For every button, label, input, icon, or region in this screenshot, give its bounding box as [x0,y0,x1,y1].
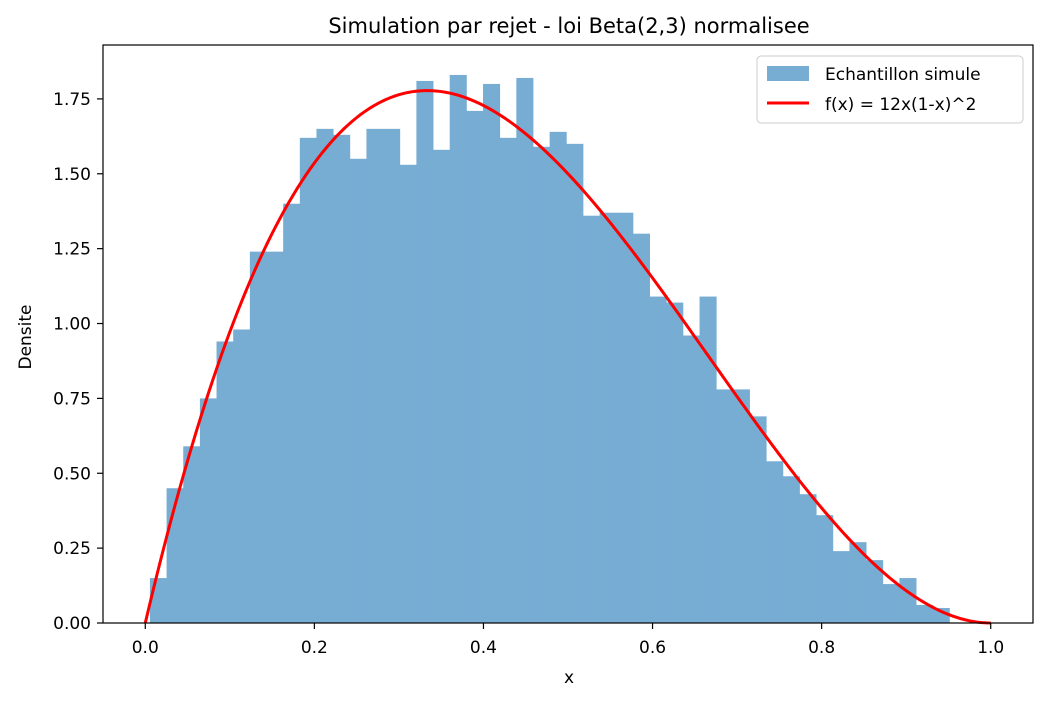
y-tick-label: 1.75 [53,90,91,110]
x-axis-ticks: 0.0 0.2 0.4 0.6 0.8 1.0 [132,623,1004,658]
histogram-bar [383,128,401,623]
histogram-bar [749,416,767,623]
histogram-bar [816,515,834,623]
histogram-bar [499,137,517,624]
histogram-bar [882,584,900,623]
y-axis-ticks: 0.00 0.25 0.50 0.75 1.00 1.25 1.50 1.75 [53,90,103,634]
histogram-bar [632,233,650,623]
y-tick-label: 1.25 [53,240,91,260]
histogram-bar [649,296,667,623]
x-tick-label: 1.0 [977,638,1004,658]
histogram-bar [399,164,417,624]
histogram-bar [449,74,467,624]
histogram-bar [699,296,717,623]
histogram-bar [199,398,217,623]
histogram-bar [466,110,484,624]
chart-title: Simulation par rejet - loi Beta(2,3) nor… [328,14,809,38]
legend: Echantillon simule f(x) = 12x(1-x)^2 [756,55,1024,124]
histogram-bar [799,494,817,623]
x-tick-label: 0.8 [808,638,835,658]
histogram-bar [249,251,267,623]
y-tick-label: 1.50 [53,165,91,185]
histogram-bar [316,128,334,623]
y-tick-label: 0.00 [53,614,91,634]
histogram-bar [716,389,734,623]
histogram-bar [333,134,351,624]
histogram-bar [349,158,367,624]
histogram-bar [266,251,284,623]
histogram-bar [549,131,567,624]
legend-histogram-swatch [767,66,809,81]
x-tick-label: 0.4 [470,638,497,658]
histogram-bar [899,578,917,623]
histogram-bar [532,146,551,623]
histogram-bar [782,476,800,623]
plot-frame [102,44,1034,624]
histogram-bar [666,302,684,623]
histogram-bar [416,80,434,624]
histogram-bar [682,335,700,623]
histogram-bar [849,542,867,623]
histogram-bar [582,215,601,624]
y-tick-label: 0.75 [53,389,91,409]
histogram-bar [566,143,584,623]
x-tick-label: 0.2 [301,638,328,658]
histogram-bars [149,74,950,624]
histogram-bar [216,341,234,623]
histogram-bar [832,551,850,623]
histogram-bar [516,77,534,624]
x-tick-label: 0.6 [639,638,666,658]
histogram-bar [483,83,501,624]
legend-curve-label: f(x) = 12x(1-x)^2 [825,95,976,115]
histogram-bar [616,212,634,623]
y-axis-label: Densite [16,304,36,369]
density-curve [143,89,991,625]
y-tick-label: 1.00 [53,315,91,335]
histogram-bar [599,212,617,623]
histogram-bar [283,203,301,623]
x-axis-label: x [564,668,574,688]
histogram-bar [916,605,934,623]
histogram-bar [366,128,384,623]
legend-histogram-label: Echantillon simule [825,65,981,85]
x-tick-label: 0.0 [132,638,159,658]
histogram-bar [183,446,201,623]
legend-box [756,55,1024,124]
y-tick-label: 0.50 [53,464,91,484]
histogram-bar [766,461,784,623]
histogram-bar [866,560,884,623]
histogram-bar [233,329,251,623]
histogram-bar [732,389,750,623]
histogram-bar [433,149,451,623]
histogram-bar [149,578,167,623]
y-tick-label: 0.25 [53,539,91,559]
histogram-bar [299,137,317,624]
